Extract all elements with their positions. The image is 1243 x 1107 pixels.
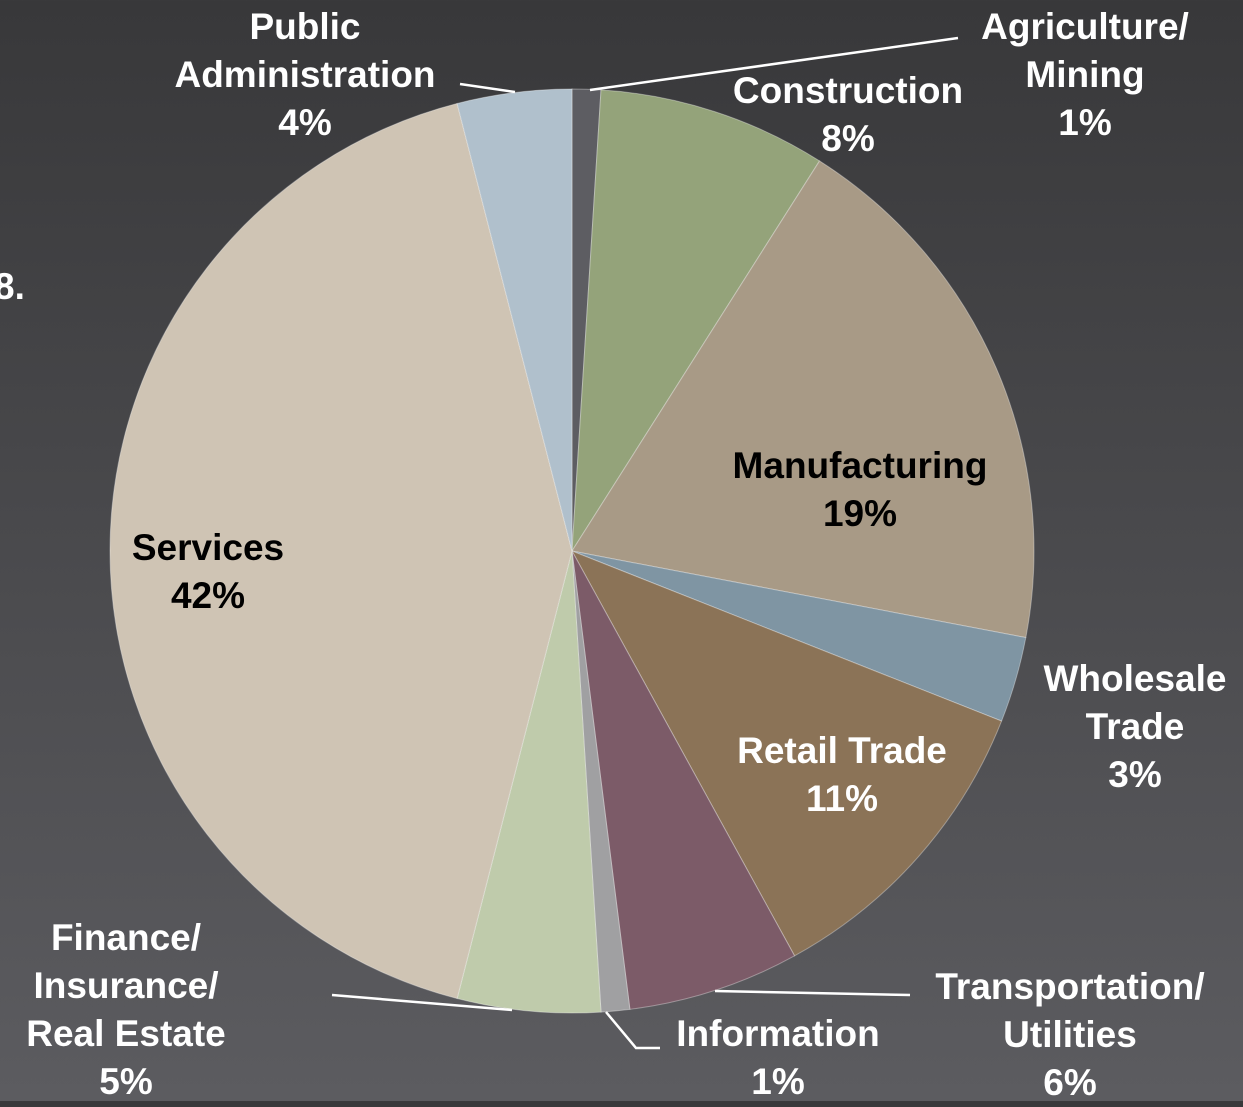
slice bbox=[571, 89, 821, 552]
category-label: Transportation/ Utilities bbox=[935, 966, 1205, 1055]
category-label: Information bbox=[676, 1013, 880, 1054]
annotation: 8. bbox=[0, 266, 25, 307]
category-label: Wholesale Trade bbox=[1043, 658, 1227, 747]
leader-line bbox=[714, 989, 911, 997]
slice-label: Services 42% bbox=[132, 524, 284, 620]
slice-label: Information 1% bbox=[676, 1010, 879, 1106]
value-label: 1% bbox=[751, 1061, 805, 1102]
slice-label: Public Administration 4% bbox=[174, 3, 435, 147]
category-label: Retail Trade bbox=[737, 730, 947, 771]
value-label: 6% bbox=[1043, 1062, 1097, 1103]
value-label: 11% bbox=[805, 778, 879, 819]
slice bbox=[571, 550, 796, 1010]
slice bbox=[571, 550, 1027, 722]
slice-label: Agriculture/ Mining 1% bbox=[981, 3, 1189, 147]
slice bbox=[571, 160, 1035, 639]
slice-label: Construction 8% bbox=[733, 67, 963, 163]
category-label: Finance/ Insurance/ Real Estate bbox=[26, 917, 226, 1054]
category-label: Public Administration bbox=[174, 6, 436, 95]
value-label: 3% bbox=[1108, 754, 1162, 795]
value-label: 8% bbox=[821, 118, 875, 159]
pie bbox=[109, 88, 1035, 1014]
value-label: 5% bbox=[99, 1061, 153, 1102]
value-label: 4% bbox=[278, 102, 332, 143]
slice bbox=[571, 550, 631, 1013]
slice bbox=[456, 550, 602, 1014]
leader-line bbox=[589, 36, 959, 92]
category-label: Agriculture/ Mining bbox=[981, 6, 1189, 95]
category-label: Services bbox=[131, 527, 285, 568]
leader-line bbox=[605, 1011, 660, 1050]
value-label: 42% bbox=[170, 575, 246, 616]
slice-label: Transportation/ Utilities 6% bbox=[935, 963, 1204, 1107]
leader-lines bbox=[331, 36, 959, 1050]
leader-line bbox=[331, 993, 513, 1012]
value-label: 19% bbox=[822, 493, 898, 534]
slice bbox=[570, 550, 1003, 957]
category-label: Construction bbox=[732, 70, 964, 111]
slice bbox=[109, 102, 573, 1000]
category-label: Manufacturing bbox=[732, 445, 988, 486]
slice-label: Finance/ Insurance/ Real Estate 5% bbox=[26, 914, 226, 1106]
leader-line bbox=[459, 82, 516, 94]
slice-label: Wholesale Trade 3% bbox=[1044, 655, 1227, 799]
slice bbox=[571, 88, 602, 552]
slice-label: Manufacturing 19% bbox=[733, 442, 988, 538]
slice-label: Retail Trade 11% bbox=[737, 727, 947, 823]
value-label: 1% bbox=[1058, 102, 1112, 143]
